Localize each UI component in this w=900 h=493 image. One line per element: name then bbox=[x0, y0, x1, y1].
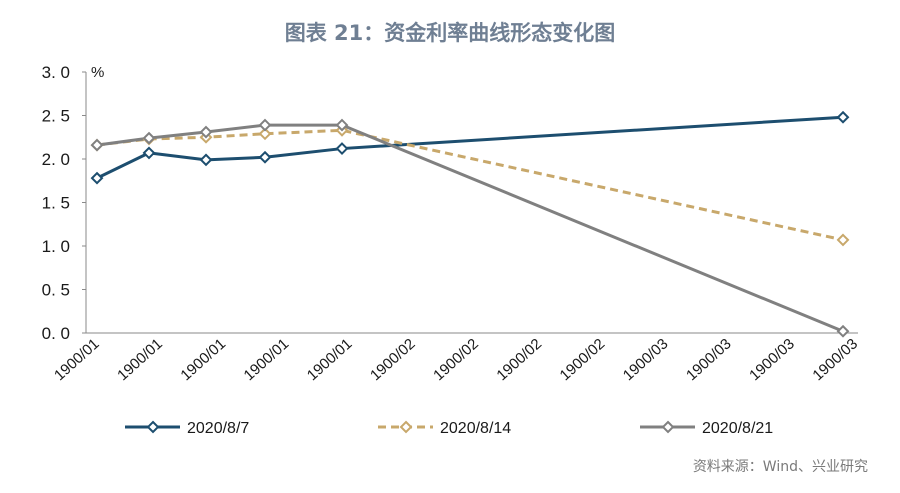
legend-label: 2020/8/14 bbox=[440, 420, 511, 437]
x-tick-label: 1900/03 bbox=[809, 335, 861, 384]
x-tick-label: 1900/01 bbox=[114, 335, 166, 384]
legend-label: 2020/8/21 bbox=[702, 420, 773, 437]
y-tick-label: 2. 0 bbox=[42, 150, 70, 169]
x-tick-label: 1900/03 bbox=[620, 335, 672, 384]
x-tick-label: 1900/03 bbox=[746, 335, 798, 384]
series-line bbox=[96, 115, 844, 180]
x-tick-label-wrap: 1900/01 bbox=[304, 335, 356, 384]
source-note: 资料来源：Wind、兴业研究 bbox=[693, 459, 868, 475]
data-point-marker bbox=[258, 118, 272, 132]
y-tick-labels: 3. 0 2. 5 2. 0 1. 5 1. 0 0. 5 0. 0 bbox=[42, 63, 86, 343]
legend: 2020/8/7 2020/8/14 2020/8/21 bbox=[125, 420, 773, 437]
series-group bbox=[90, 110, 850, 338]
y-tick-label: 3. 0 bbox=[42, 63, 70, 82]
legend-swatch-marker bbox=[399, 420, 413, 434]
x-tick-label: 1900/02 bbox=[430, 335, 482, 384]
x-tick-label-wrap: 1900/03 bbox=[683, 335, 735, 384]
data-point-marker bbox=[836, 110, 850, 124]
legend-swatch-marker bbox=[661, 420, 675, 434]
x-tick-label: 1900/03 bbox=[683, 335, 735, 384]
data-point-marker bbox=[90, 171, 104, 185]
x-tick-label-wrap: 1900/02 bbox=[430, 335, 482, 384]
x-tick-label-wrap: 1900/01 bbox=[241, 335, 293, 384]
data-point-marker bbox=[258, 127, 272, 141]
x-tick-label-wrap: 1900/02 bbox=[493, 335, 545, 384]
x-tick-label: 1900/01 bbox=[241, 335, 293, 384]
y-tick-label: 1. 5 bbox=[42, 194, 70, 213]
y-unit-label: % bbox=[91, 64, 104, 81]
data-point-marker bbox=[142, 131, 156, 145]
x-tick-labels: 1900/01 1900/01 1900/01 1900/01 1900/01 1900/… bbox=[51, 335, 861, 384]
y-tick-label: 0. 0 bbox=[42, 324, 70, 343]
data-point-marker bbox=[258, 150, 272, 164]
x-tick-label: 1900/02 bbox=[557, 335, 609, 384]
x-tick-label-wrap: 1900/03 bbox=[809, 335, 861, 384]
y-tick-label: 2. 5 bbox=[42, 107, 70, 126]
series-line bbox=[96, 128, 844, 242]
data-point-marker bbox=[335, 142, 349, 155]
data-point-marker bbox=[836, 233, 850, 247]
y-tick-label: 1. 0 bbox=[42, 237, 70, 256]
x-tick-label: 1900/02 bbox=[493, 335, 545, 384]
x-tick-label: 1900/02 bbox=[367, 335, 419, 384]
x-tick-label-wrap: 1900/03 bbox=[620, 335, 672, 384]
y-tick-label: 0. 5 bbox=[42, 281, 70, 300]
data-point-marker bbox=[90, 138, 104, 152]
x-tick-label-wrap: 1900/01 bbox=[177, 335, 229, 384]
data-point-marker bbox=[836, 324, 850, 338]
data-point-marker bbox=[335, 118, 349, 132]
data-point-marker bbox=[199, 153, 213, 167]
legend-swatch-marker bbox=[146, 420, 160, 434]
series-line bbox=[96, 123, 844, 333]
data-point-marker bbox=[199, 125, 213, 139]
legend-label: 2020/8/7 bbox=[187, 420, 249, 437]
x-tick-label-wrap: 1900/02 bbox=[367, 335, 419, 384]
x-tick-label-wrap: 1900/03 bbox=[746, 335, 798, 384]
x-tick-label: 1900/01 bbox=[304, 335, 356, 384]
x-tick-label-wrap: 1900/02 bbox=[557, 335, 609, 384]
chart-title: 图表 21：资金利率曲线形态变化图 bbox=[285, 21, 616, 45]
x-tick-label-wrap: 1900/01 bbox=[114, 335, 166, 384]
data-point-marker bbox=[142, 146, 156, 160]
x-tick-label: 1900/01 bbox=[177, 335, 229, 384]
